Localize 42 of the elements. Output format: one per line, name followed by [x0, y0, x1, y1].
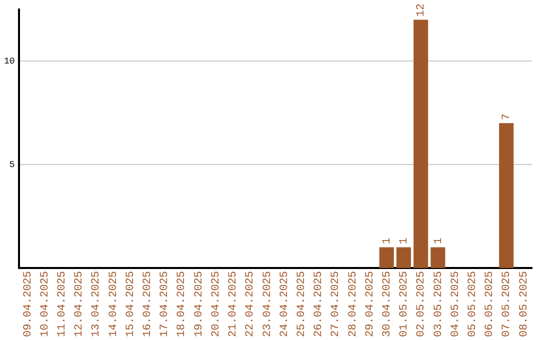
x-tick-label: 02.05.2025	[416, 270, 428, 338]
x-tick-label: 09.04.2025	[22, 270, 34, 338]
x-tick-label: 21.04.2025	[228, 270, 240, 338]
data-label: 1	[432, 237, 445, 244]
x-tick-label: 27.04.2025	[330, 270, 342, 338]
x-tick-label: 08.05.2025	[518, 270, 530, 338]
x-tick-label: 06.05.2025	[484, 270, 496, 338]
x-tick-label: 28.04.2025	[347, 270, 360, 338]
x-tick-label: 19.04.2025	[193, 270, 206, 338]
x-tick-label: 18.04.2025	[176, 270, 188, 338]
x-tick-label: 05.05.2025	[467, 270, 480, 338]
bar	[499, 123, 514, 268]
x-tick-label: 25.04.2025	[296, 270, 308, 338]
data-label: 1	[398, 237, 411, 244]
x-tick-label: 23.04.2025	[262, 270, 274, 338]
x-tick-label: 16.04.2025	[142, 270, 154, 338]
bar	[396, 247, 411, 268]
bar	[379, 247, 394, 268]
x-tick-label: 10.04.2025	[39, 270, 52, 338]
x-tick-label: 03.05.2025	[432, 270, 445, 338]
x-tick-label: 07.05.2025	[501, 270, 514, 338]
x-tick-label: 24.04.2025	[278, 270, 291, 338]
x-tick-label: 13.04.2025	[90, 270, 103, 338]
x-tick-label: 17.04.2025	[159, 270, 172, 338]
y-tick-label: 10	[4, 56, 15, 67]
x-tick-label: 11.04.2025	[56, 270, 68, 338]
y-tick-label: 5	[9, 160, 15, 170]
x-tick-label: 20.04.2025	[210, 270, 222, 338]
data-label: 7	[501, 114, 514, 120]
x-tick-label: 12.04.2025	[74, 270, 86, 338]
bar	[414, 20, 428, 268]
x-tick-label: 30.04.2025	[382, 270, 394, 338]
data-label: 1	[382, 237, 394, 244]
x-tick-label: 01.05.2025	[398, 270, 411, 338]
bar	[430, 247, 446, 268]
x-tick-label: 26.04.2025	[313, 270, 326, 338]
x-tick-label: 22.04.2025	[244, 270, 257, 338]
data-label: 12	[416, 4, 428, 17]
x-tick-label: 29.04.2025	[364, 270, 376, 338]
x-tick-label: 14.04.2025	[108, 270, 120, 338]
x-tick-label: 04.05.2025	[450, 270, 462, 338]
x-tick-label: 15.04.2025	[124, 270, 137, 338]
